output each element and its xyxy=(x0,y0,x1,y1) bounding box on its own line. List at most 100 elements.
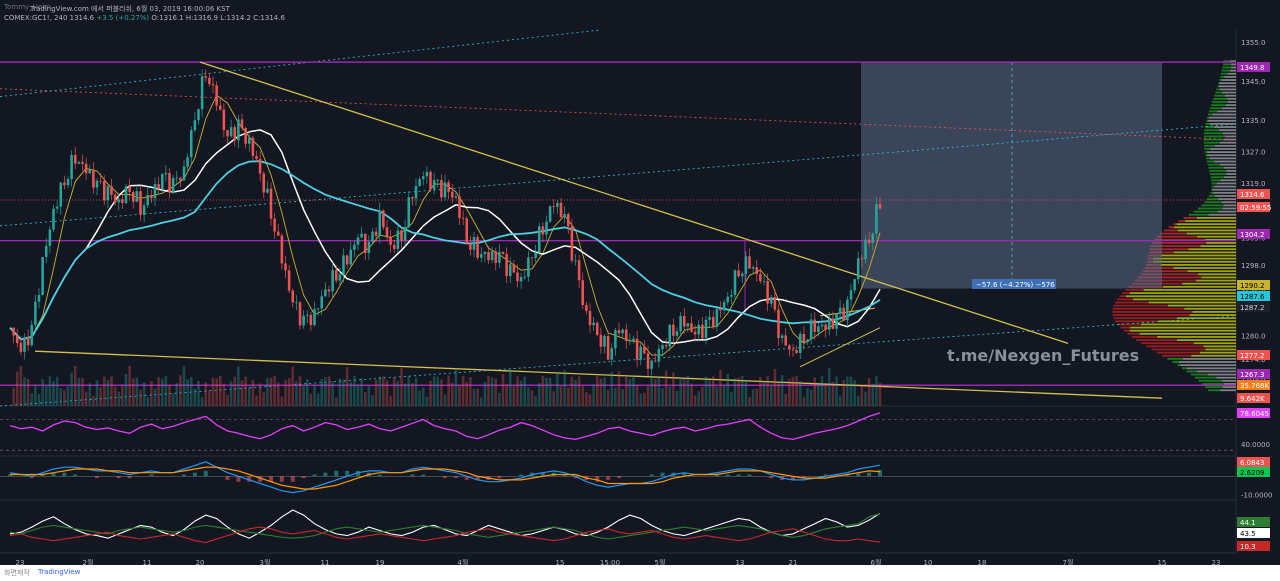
dmi-tag-bg xyxy=(1237,517,1270,527)
vp-bar-up xyxy=(1203,138,1224,141)
candle-body xyxy=(548,206,552,222)
vp-bar-up xyxy=(1208,195,1216,197)
vp-bar-down xyxy=(1207,151,1236,153)
volume-bar xyxy=(878,382,882,406)
candle-body xyxy=(139,191,142,215)
macd-hist-bar xyxy=(279,476,284,482)
vp-bar-down xyxy=(1173,251,1236,254)
candle-body xyxy=(128,186,131,192)
price-tag-bg xyxy=(1237,202,1270,212)
vp-bar-up xyxy=(1163,229,1178,232)
volume-bar xyxy=(570,376,574,406)
volume-bar xyxy=(679,377,682,406)
macd-hist-bar xyxy=(878,469,882,477)
vp-bar-up xyxy=(1206,119,1208,122)
candle-body xyxy=(476,237,479,258)
volume-bar xyxy=(588,394,592,406)
macd-hist-bar xyxy=(269,476,273,482)
vp-bar-down xyxy=(1219,141,1236,144)
volume-bar xyxy=(585,392,588,406)
volume-bar xyxy=(530,390,534,406)
volume-bar xyxy=(548,377,552,406)
vp-bar-up xyxy=(1207,198,1219,200)
volume-bar xyxy=(41,379,44,406)
vp-bar-up xyxy=(1217,85,1219,88)
volume-bar xyxy=(697,391,701,406)
candle-body xyxy=(124,186,128,203)
volume-bar xyxy=(255,395,258,406)
vp-bar-up xyxy=(1204,148,1211,150)
vp-bar-up xyxy=(1172,361,1179,363)
vp-bar-down xyxy=(1231,63,1236,66)
candle-body xyxy=(534,252,537,258)
candle-body xyxy=(755,267,759,275)
candle-body xyxy=(70,155,73,180)
candle-body xyxy=(802,333,806,343)
vp-bar-down xyxy=(1208,116,1236,119)
candle-body xyxy=(255,155,258,160)
volume-bar xyxy=(715,386,719,406)
macd-hist-bar xyxy=(334,470,339,477)
vp-bar-up xyxy=(1178,220,1186,222)
vp-bar-down xyxy=(1224,166,1236,169)
macd-hist-bar xyxy=(29,476,34,479)
vp-bar-up xyxy=(1122,292,1130,294)
candle-body xyxy=(748,256,751,269)
vp-bar-down xyxy=(1176,317,1236,320)
candle-body xyxy=(237,119,240,141)
volume-bar xyxy=(353,376,356,406)
volume-bar xyxy=(762,381,766,406)
vp-bar-down xyxy=(1160,254,1236,257)
volume-bar xyxy=(846,376,849,406)
vp-bar-up xyxy=(1131,336,1158,338)
volume-tag-bg xyxy=(1237,380,1270,390)
macd-hist-bar xyxy=(356,470,360,477)
macd-hist-bar xyxy=(290,476,295,482)
macd-hist-bar xyxy=(62,472,67,477)
volume-bar xyxy=(773,368,777,406)
volume-bar xyxy=(853,380,856,406)
candle-body xyxy=(701,324,704,339)
candle-body xyxy=(197,109,200,121)
volume-bar xyxy=(635,384,639,406)
volume-bar xyxy=(472,389,476,406)
candle-body xyxy=(632,338,635,341)
candle-body xyxy=(396,230,400,249)
volume-bar xyxy=(182,366,186,406)
candle-body xyxy=(751,267,755,269)
price-tag-bg xyxy=(1237,350,1270,360)
volume-bar xyxy=(574,379,577,406)
volume-bar xyxy=(305,379,309,406)
candle-body xyxy=(813,319,817,332)
volume-bar xyxy=(592,384,595,406)
macd-hist-bar xyxy=(225,476,230,480)
price-tag-ma: 1277.2 xyxy=(1237,350,1270,360)
candle-body xyxy=(661,345,664,349)
vp-bar-down xyxy=(1221,79,1236,81)
time-tick-label: 6월 xyxy=(871,558,882,567)
time-tick-label: 5월 xyxy=(655,558,666,567)
volume-bar xyxy=(233,376,237,406)
volume-bar xyxy=(458,384,461,406)
macd-hist-bar xyxy=(845,474,850,477)
macd-hist-bar xyxy=(8,474,12,477)
volume-bar xyxy=(23,377,26,406)
volume-bar xyxy=(276,382,280,406)
volume-bar xyxy=(537,383,541,406)
symbol-label[interactable]: COMEX:GC1!, 240 xyxy=(4,14,68,22)
candle-body xyxy=(530,257,534,259)
volume-bar xyxy=(624,377,628,406)
candle-body xyxy=(215,85,218,106)
price-axis[interactable]: 1355.01345.01335.01327.01319.01305.01298… xyxy=(1241,39,1272,500)
vp-bar-down xyxy=(1218,85,1236,88)
price-tag-label: 1290.2 xyxy=(1240,282,1265,290)
vp-bar-down xyxy=(1214,160,1236,163)
macd-hist-bar xyxy=(801,476,806,479)
candle-body xyxy=(483,252,487,255)
time-axis[interactable]: 23 2월 11 20 3월 11 19 4월 15 15:00 5월 13 21 6월 10 18 7월 15 2… xyxy=(16,558,1221,567)
price-tag-bg xyxy=(1237,302,1270,312)
volume-bar xyxy=(313,384,316,406)
candle-body xyxy=(817,326,820,332)
volume-bar xyxy=(411,383,414,406)
